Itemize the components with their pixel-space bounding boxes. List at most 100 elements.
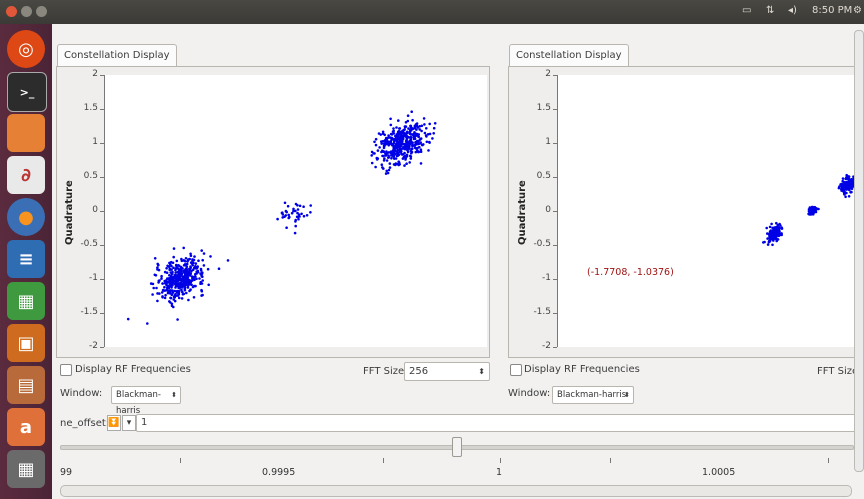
constellation-point: [163, 285, 166, 289]
constellation-point: [174, 268, 177, 272]
y-tick-label: 0.5: [83, 171, 98, 181]
offset-input[interactable]: 1: [136, 414, 860, 432]
constellation-point: [156, 299, 159, 303]
constellation-point: [184, 276, 188, 280]
constellation-point: [152, 286, 155, 290]
ubuntu-dash-icon[interactable]: ◎: [7, 30, 45, 68]
fast-decrement-icon[interactable]: ⏬: [107, 415, 121, 431]
constellation-point: [172, 305, 175, 309]
network-icon[interactable]: ⇅: [766, 5, 775, 16]
volume-icon[interactable]: ◂): [788, 5, 797, 16]
constellation-point: [164, 293, 167, 297]
constellation-point: [158, 292, 161, 295]
decrement-icon[interactable]: ▾: [122, 415, 136, 431]
constellation-point: [409, 136, 412, 140]
constellation-point: [178, 286, 181, 290]
right-window-combo[interactable]: Blackman-harris ⬍: [552, 386, 634, 404]
vertical-scrollbar[interactable]: [854, 30, 864, 472]
constellation-point: [406, 142, 410, 145]
constellation-point: [408, 154, 412, 158]
impress-icon[interactable]: ▣: [7, 324, 45, 362]
y-tick-label: -2: [89, 341, 98, 351]
constellation-point: [202, 252, 206, 255]
constellation-point: [174, 275, 177, 278]
horizontal-scrollbar[interactable]: [60, 485, 852, 497]
offset-slider-handle[interactable]: [452, 437, 462, 457]
constellation-point: [428, 141, 431, 144]
constellation-point: [772, 227, 775, 230]
software-center-icon[interactable]: ▤: [7, 366, 45, 404]
battery-icon[interactable]: ▭: [742, 5, 752, 16]
constellation-point: [177, 296, 181, 300]
constellation-point: [300, 212, 303, 216]
constellation-point: [400, 147, 403, 151]
constellation-point: [404, 121, 408, 124]
workspace-switcher-icon[interactable]: ▦: [7, 450, 45, 488]
writer-icon[interactable]: ≡: [7, 240, 45, 278]
tab-constellation-left[interactable]: Constellation Display: [57, 44, 177, 67]
firefox-icon[interactable]: ●: [7, 198, 45, 236]
amazon-icon[interactable]: a: [7, 408, 45, 446]
files-icon[interactable]: [7, 114, 45, 152]
left-window-combo[interactable]: Blackman-harris ⬍: [111, 386, 181, 416]
left-display-rf-checkbox[interactable]: [60, 364, 72, 376]
right-display-rf-checkbox[interactable]: [510, 364, 522, 376]
constellation-point: [389, 152, 393, 155]
constellation-point: [774, 236, 778, 240]
constellation-point: [396, 131, 400, 134]
minimize-window-button[interactable]: [21, 6, 32, 17]
settings-icon[interactable]: ⚙: [853, 5, 862, 16]
constellation-point: [156, 266, 159, 269]
left-fft-size-combo[interactable]: 256 ⬍: [404, 362, 490, 381]
constellation-point: [841, 177, 845, 180]
close-window-button[interactable]: [6, 6, 17, 17]
constellation-point: [197, 259, 200, 263]
constellation-point: [383, 157, 386, 160]
constellation-point: [189, 261, 193, 264]
constellation-point: [192, 261, 195, 265]
constellation-point: [769, 238, 772, 241]
constellation-point: [156, 262, 159, 266]
constellation-point: [184, 257, 188, 260]
right-fft-label: FFT Size:: [817, 366, 862, 377]
constellation-point: [817, 207, 820, 211]
constellation-point: [406, 119, 410, 123]
clock[interactable]: 8:50 PM: [812, 5, 853, 16]
constellation-point: [415, 147, 418, 150]
calc-icon[interactable]: ▦: [7, 282, 45, 320]
constellation-point: [411, 133, 415, 137]
constellation-point: [184, 260, 187, 263]
constellation-point: [151, 293, 154, 296]
constellation-point: [418, 145, 421, 149]
constellation-point: [433, 122, 437, 125]
constellation-point: [182, 246, 185, 250]
scale-tick: [828, 458, 829, 463]
text-editor-icon[interactable]: ∂: [7, 156, 45, 194]
y-tick-mark: [553, 143, 557, 144]
constellation-point: [385, 137, 389, 140]
maximize-window-button[interactable]: [36, 6, 47, 17]
constellation-point: [848, 185, 851, 188]
constellation-point: [172, 247, 176, 250]
constellation-point: [174, 271, 177, 274]
constellation-point: [771, 243, 774, 247]
constellation-point: [387, 168, 391, 172]
constellation-point: [170, 302, 174, 306]
tab-constellation-right[interactable]: Constellation Display: [509, 44, 629, 67]
constellation-point: [412, 144, 415, 147]
constellation-point: [771, 229, 774, 232]
constellation-point: [849, 180, 853, 183]
constellation-point: [410, 150, 414, 154]
terminal-icon[interactable]: >_: [7, 72, 47, 112]
constellation-point: [397, 119, 400, 122]
constellation-point: [410, 110, 414, 113]
constellation-point: [844, 195, 847, 199]
constellation-point: [168, 277, 172, 280]
constellation-point: [189, 288, 192, 291]
y-tick-mark: [100, 279, 104, 280]
constellation-point: [191, 258, 194, 261]
constellation-point: [380, 150, 383, 154]
constellation-point: [844, 180, 848, 184]
constellation-point: [385, 169, 389, 173]
